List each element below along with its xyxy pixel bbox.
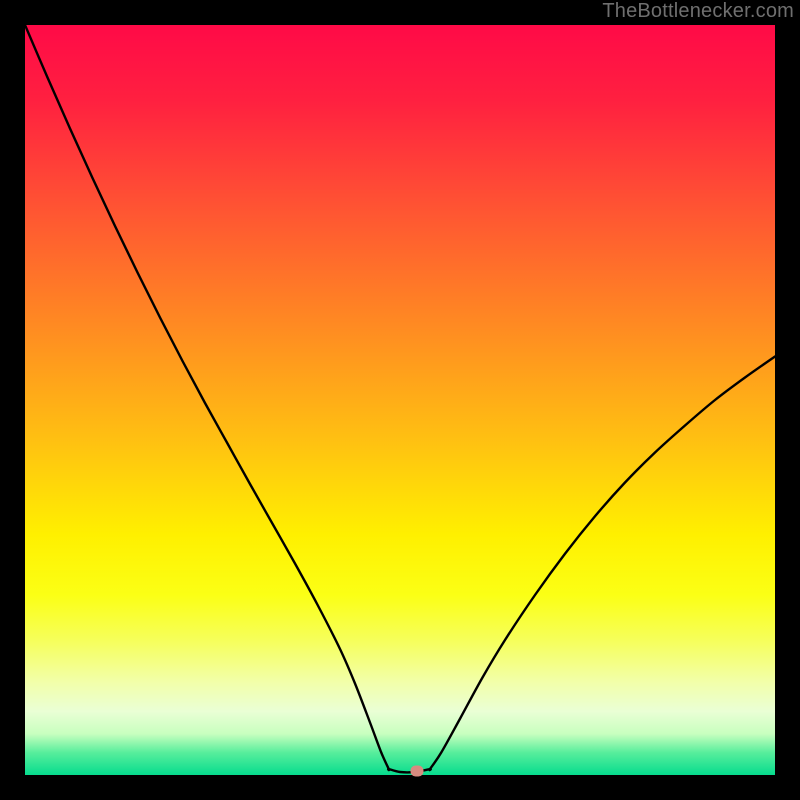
optimal-point-marker [411,766,424,777]
chart-plot-area [25,25,775,775]
chart-background-gradient [25,25,775,775]
watermark-label: TheBottlenecker.com [602,0,794,23]
bottleneck-line-chart [25,25,775,775]
